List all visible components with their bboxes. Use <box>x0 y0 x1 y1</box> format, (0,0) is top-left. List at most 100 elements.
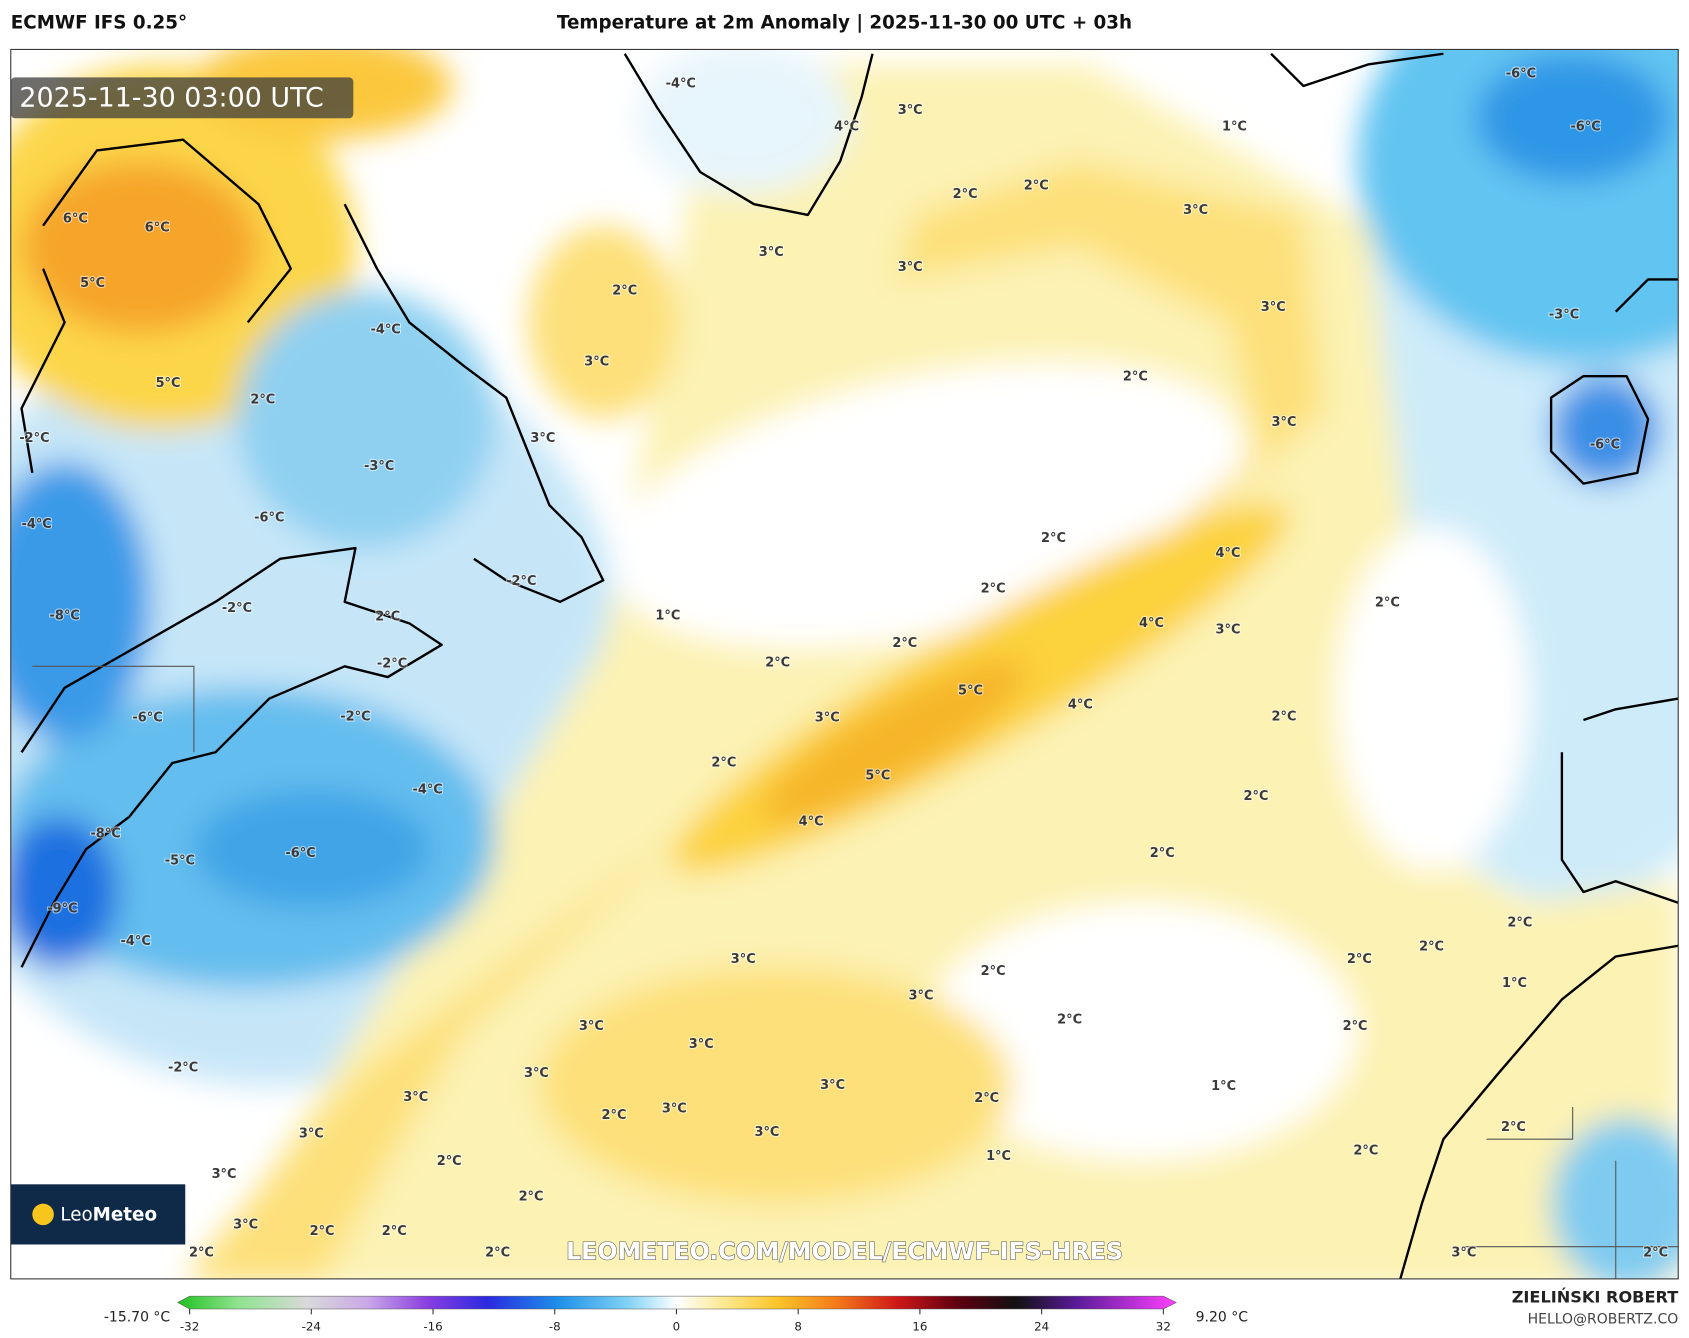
contour-label: -5°C <box>165 853 195 868</box>
contour-label: 3°C <box>1261 300 1286 315</box>
logo-suffix: Meteo <box>93 1204 157 1225</box>
contour-label: 3°C <box>1183 203 1208 218</box>
legend-max: 9.20 °C <box>1196 1310 1248 1326</box>
contour-label: 2°C <box>892 636 917 651</box>
author: ZIELIŃSKI ROBERT <box>1512 1288 1679 1307</box>
colorbar-tick-label: 8 <box>794 1320 802 1334</box>
colorbar-tick-label: 0 <box>673 1320 681 1334</box>
contour-label: 3°C <box>820 1078 845 1093</box>
legend-min: -15.70 °C <box>104 1310 170 1326</box>
contour-label: -2°C <box>377 657 407 672</box>
contour-label: -2°C <box>19 431 49 446</box>
contour-label: 1°C <box>1211 1079 1236 1094</box>
contour-label: 5°C <box>156 376 181 391</box>
contour-label: -3°C <box>364 459 394 474</box>
contour-label: 2°C <box>765 656 790 671</box>
contour-label: 2°C <box>1375 595 1400 610</box>
contour-label: -2°C <box>506 574 536 589</box>
contour-label: 5°C <box>865 768 890 783</box>
contour-label: 4°C <box>1068 698 1093 713</box>
contour-label: 2°C <box>189 1246 214 1261</box>
contour-label: -8°C <box>49 608 79 623</box>
contour-label: 2°C <box>310 1224 335 1239</box>
contour-label: 4°C <box>1216 546 1241 561</box>
contour-label: 1°C <box>1502 976 1527 991</box>
contour-label: 3°C <box>530 431 555 446</box>
map-frame <box>10 48 1679 1280</box>
contour-label: 2°C <box>974 1091 999 1106</box>
contour-label: 2°C <box>485 1246 510 1261</box>
contour-label: 2°C <box>382 1224 407 1239</box>
logo-prefix: Leo <box>60 1204 92 1225</box>
logo-sun <box>32 1203 54 1226</box>
contour-label: 3°C <box>815 710 840 725</box>
colorbar-tick-label: -32 <box>180 1320 199 1334</box>
contour-label: 2°C <box>1343 1019 1368 1034</box>
contour-label: 3°C <box>689 1037 714 1052</box>
contour-label: 2°C <box>519 1190 544 1205</box>
timestamp: 2025-11-30 03:00 UTC <box>19 82 323 113</box>
contour-label: 4°C <box>1139 616 1164 631</box>
contour-label: 3°C <box>299 1126 324 1141</box>
contour-label: 3°C <box>1216 622 1241 637</box>
contour-label: 3°C <box>584 355 609 370</box>
contour-label: 3°C <box>662 1102 687 1117</box>
contour-label: 2°C <box>1507 916 1532 931</box>
contour-label: 2°C <box>1057 1012 1082 1027</box>
contour-label: 3°C <box>524 1066 549 1081</box>
email: HELLO@ROBERTZ.CO <box>1528 1312 1679 1328</box>
contour-label: 5°C <box>80 276 105 291</box>
coastlines <box>20 52 1679 1279</box>
colorbar-tick-label: 16 <box>912 1320 927 1334</box>
timestamp-box <box>10 77 354 119</box>
contour-label: 2°C <box>711 756 736 771</box>
map-title: Temperature at 2m Anomaly | 2025-11-30 0… <box>557 13 1132 34</box>
contour-label: 3°C <box>579 1019 604 1034</box>
logo: LeoMeteo <box>60 1204 157 1225</box>
contour-label: 2°C <box>981 581 1006 596</box>
contour-label: 4°C <box>834 119 859 134</box>
contour-label: 6°C <box>145 220 170 235</box>
contour-label: 2°C <box>375 609 400 624</box>
contour-label: 3°C <box>754 1125 779 1140</box>
contour-label: 2°C <box>437 1154 462 1169</box>
contour-label: 3°C <box>898 260 923 275</box>
contour-label: -4°C <box>370 322 400 337</box>
contour-label: -6°C <box>132 710 162 725</box>
contour-label: -4°C <box>412 782 442 797</box>
contour-label: 3°C <box>731 952 756 967</box>
contour-label: 3°C <box>898 103 923 118</box>
contour-label: -6°C <box>1590 437 1620 452</box>
contour-label: -6°C <box>1506 67 1536 82</box>
contour-label: 6°C <box>63 212 88 227</box>
contour-label: -3°C <box>1549 307 1579 322</box>
contour-label: -4°C <box>666 76 696 91</box>
colorbar-tick-label: 24 <box>1034 1320 1049 1334</box>
colorbar-tick-label: -24 <box>302 1320 321 1334</box>
contour-label: -8°C <box>90 826 120 841</box>
contour-label: -2°C <box>340 709 370 724</box>
colorbar-ticks: -32 -24 -16 -8 0 8 16 24 32 <box>180 1308 1171 1334</box>
contour-label: 1°C <box>655 608 680 623</box>
colorbar-tick-label: 32 <box>1156 1320 1171 1334</box>
contour-label: 2°C <box>953 187 978 202</box>
contour-label: -6°C <box>285 846 315 861</box>
colorbar-tick-label: -8 <box>549 1320 561 1334</box>
contour-label: 2°C <box>1150 846 1175 861</box>
contour-label: 2°C <box>1024 178 1049 193</box>
colorbar-tick-label: -16 <box>423 1320 442 1334</box>
contour-label: 2°C <box>1123 370 1148 385</box>
contour-label: 2°C <box>1041 531 1066 546</box>
contour-label: 3°C <box>212 1167 237 1182</box>
contour-label: 2°C <box>1353 1144 1378 1159</box>
contour-label: 1°C <box>986 1149 1011 1164</box>
contour-label: 3°C <box>403 1090 428 1105</box>
contour-label: -6°C <box>1570 119 1600 134</box>
model-name: ECMWF IFS 0.25° <box>11 13 187 34</box>
contour-label: 2°C <box>1501 1120 1526 1135</box>
contour-label: 3°C <box>233 1218 258 1233</box>
colorbar <box>177 1295 1177 1310</box>
contour-label: 3°C <box>909 989 934 1004</box>
contour-label: 3°C <box>1451 1246 1476 1261</box>
